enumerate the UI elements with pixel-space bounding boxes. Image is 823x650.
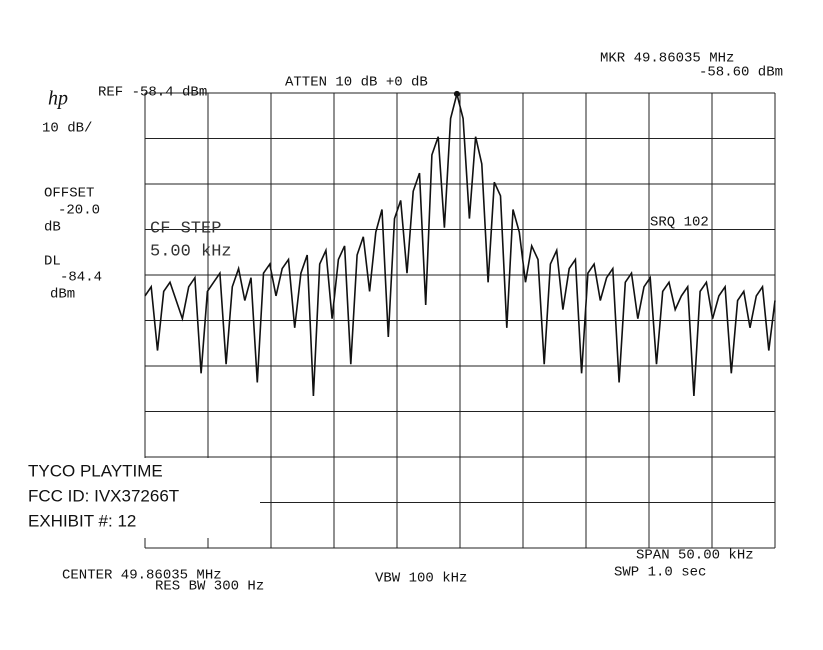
trace	[144, 93, 776, 397]
ref-level: REF -58.4 dBm	[98, 85, 207, 101]
cf-step-label: CF STEP	[150, 219, 221, 238]
exhibit-line: FCC ID: IVX37266T	[28, 486, 179, 505]
logo: hp	[48, 88, 68, 110]
grid	[144, 92, 776, 549]
dl-unit: dBm	[50, 287, 75, 303]
attenuation: ATTEN 10 dB +0 dB	[285, 75, 428, 91]
offset-unit: dB	[44, 220, 61, 236]
srq: SRQ 102	[650, 215, 709, 231]
cf-step-value: 5.00 kHz	[150, 242, 232, 261]
vbw: VBW 100 kHz	[375, 571, 467, 587]
exhibit-line: EXHIBIT #: 12	[28, 511, 136, 530]
marker-level: -58.60 dBm	[699, 65, 783, 81]
offset-label: OFFSET	[44, 186, 94, 202]
span: SPAN 50.00 kHz	[636, 548, 754, 564]
exhibit-line: TYCO PLAYTIME	[28, 461, 163, 480]
dl-value: -84.4	[60, 270, 102, 286]
scale: 10 dB/	[42, 121, 92, 137]
dl-label: DL	[44, 254, 61, 270]
sweep: SWP 1.0 sec	[614, 565, 706, 581]
marker-frequency: MKR 49.86035 MHz	[600, 51, 734, 67]
offset-value: -20.0	[58, 203, 100, 219]
marker	[453, 90, 460, 97]
center-frequency: CENTER 49.86035 MHz	[62, 568, 222, 584]
label-box	[20, 458, 260, 538]
res-bw: RES BW 300 Hz	[155, 579, 264, 595]
